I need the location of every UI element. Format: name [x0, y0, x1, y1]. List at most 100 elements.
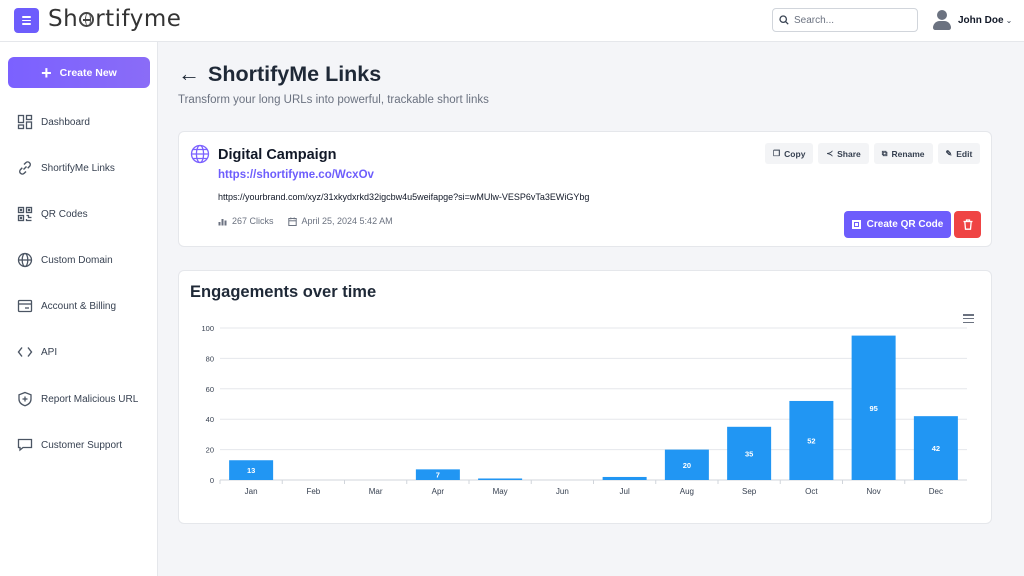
page-subtitle: Transform your long URLs into powerful, …	[178, 94, 489, 106]
x-tick-label: May	[493, 487, 508, 496]
link-icon	[16, 159, 34, 177]
main-content: ← ShortifyMe Links Transform your long U…	[158, 42, 1024, 576]
clicks-count: 267 Clicks	[232, 216, 274, 226]
user-avatar-icon	[932, 9, 952, 31]
bar	[664, 449, 709, 480]
edit-button[interactable]: ✎ Edit	[937, 143, 981, 164]
billing-icon	[16, 297, 34, 315]
globe-icon	[16, 251, 34, 269]
chart-title: Engagements over time	[190, 283, 377, 301]
bar	[415, 469, 460, 480]
search-icon	[779, 15, 789, 25]
created-date: April 25, 2024 5:42 AM	[301, 216, 393, 226]
page-title: ← ShortifyMe Links	[178, 60, 381, 88]
rename-icon: ⧉	[881, 148, 888, 158]
logo[interactable]: Sh rtifyme	[48, 6, 182, 32]
shield-plus-icon	[16, 390, 34, 408]
rename-label: Rename	[891, 148, 925, 159]
x-tick-label: Oct	[805, 487, 818, 496]
bar-data-label: 35	[745, 449, 753, 458]
bar	[789, 400, 834, 480]
create-new-button[interactable]: + Create New	[8, 57, 150, 88]
bar-data-label: 42	[932, 444, 940, 453]
pencil-icon: ✎	[945, 149, 953, 158]
trash-icon	[963, 219, 972, 230]
dashboard-icon	[16, 113, 34, 131]
sidebar-item-shortifyme-links[interactable]: ShortifyMe Links	[16, 158, 115, 178]
user-name: John Doe	[958, 14, 1004, 26]
x-tick-label: Mar	[369, 487, 383, 496]
create-qr-code-button[interactable]: Create QR Code	[844, 211, 951, 238]
delete-button[interactable]	[954, 211, 981, 238]
sidebar-item-label: Dashboard	[41, 116, 90, 128]
x-tick-label: Jun	[556, 487, 569, 496]
edit-label: Edit	[956, 148, 973, 159]
bar	[913, 416, 958, 480]
create-new-label: Create New	[59, 66, 117, 79]
bar	[478, 478, 523, 480]
chat-icon	[16, 436, 34, 454]
sidebar-item-report-malicious-url[interactable]: Report Malicious URL	[16, 389, 138, 409]
sidebar-item-label: QR Codes	[41, 208, 88, 220]
sidebar: + Create New Dashboard ShortifyMe Links …	[0, 42, 158, 576]
hamburger-menu-button[interactable]	[14, 8, 39, 33]
copy-button[interactable]: ❐ Copy	[765, 143, 814, 164]
copy-icon: ❐	[773, 149, 781, 158]
sidebar-item-dashboard[interactable]: Dashboard	[16, 112, 90, 132]
sidebar-item-api[interactable]: API	[16, 342, 57, 362]
share-label: Share	[837, 148, 861, 159]
bar-chart: 0 20 40 60 80 100 13 Jan Feb Mar 7 Apr May Jun Jul 20 Au…	[201, 324, 967, 496]
y-tick-label: 100	[201, 324, 214, 333]
rename-button[interactable]: ⧉ Rename	[873, 143, 933, 164]
sidebar-item-label: Customer Support	[41, 439, 123, 451]
link-card: Digital Campaign https://shortifyme.co/W…	[178, 131, 992, 247]
sidebar-item-account-billing[interactable]: Account & Billing	[16, 296, 116, 316]
sidebar-item-qr-codes[interactable]: QR Codes	[16, 204, 88, 224]
x-tick-label: Dec	[929, 487, 943, 496]
bar-data-label: 95	[869, 404, 877, 413]
qr-code-icon	[16, 205, 34, 223]
sidebar-item-label: ShortifyMe Links	[41, 162, 115, 174]
short-url-link[interactable]: https://shortifyme.co/WcxOv	[218, 169, 374, 181]
search-input[interactable]	[794, 14, 904, 26]
qr-code-icon	[851, 220, 861, 229]
x-tick-label: Apr	[432, 487, 445, 496]
share-button[interactable]: ≺ Share	[818, 143, 869, 164]
plus-icon: +	[41, 62, 52, 83]
engagements-chart-card: Engagements over time 0 20 40 60 80 100 13 Jan F…	[178, 270, 992, 524]
y-tick-label: 80	[206, 354, 214, 363]
sidebar-item-label: Report Malicious URL	[41, 393, 139, 405]
create-qr-label: Create QR Code	[866, 219, 944, 230]
bar-data-label: 7	[436, 471, 440, 480]
y-tick-label: 40	[206, 415, 214, 424]
chevron-down-icon: ⌄	[1005, 15, 1013, 25]
code-icon	[16, 343, 34, 361]
globe-icon	[190, 144, 210, 164]
page-title-text: ShortifyMe Links	[208, 61, 382, 86]
bar	[851, 335, 896, 480]
share-icon: ≺	[826, 149, 834, 158]
bar-data-label: 20	[683, 461, 691, 470]
bar	[602, 476, 647, 480]
sidebar-item-custom-domain[interactable]: Custom Domain	[16, 250, 113, 270]
copy-label: Copy	[784, 148, 806, 159]
bar-data-label: 52	[807, 436, 815, 445]
x-tick-label: Feb	[306, 487, 320, 496]
sidebar-item-customer-support[interactable]: Customer Support	[16, 435, 122, 455]
back-arrow-icon[interactable]: ←	[178, 61, 200, 86]
bar-chart-icon	[218, 217, 227, 226]
y-tick-label: 0	[210, 476, 214, 485]
sidebar-item-label: Custom Domain	[41, 254, 113, 266]
link-meta: 267 Clicks April 25, 2024 5:42 AM	[218, 216, 393, 226]
x-tick-label: Jul	[620, 487, 630, 496]
search-box[interactable]	[772, 8, 918, 32]
chart-menu-icon[interactable]	[963, 314, 974, 323]
x-tick-label: Sep	[742, 487, 757, 496]
x-tick-label: Aug	[680, 487, 694, 496]
sidebar-item-label: Account & Billing	[41, 300, 117, 312]
user-menu[interactable]: John Doe ⌄	[932, 8, 1012, 32]
link-title: Digital Campaign	[218, 147, 337, 163]
y-tick-label: 20	[206, 446, 214, 455]
bar-data-label: 13	[247, 466, 255, 475]
